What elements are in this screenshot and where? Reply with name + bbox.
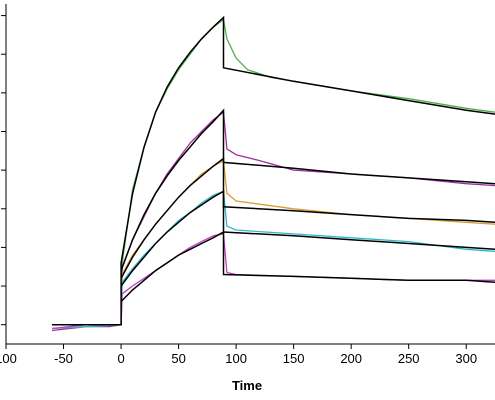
x-tick-label: 100 (225, 351, 247, 366)
x-tick-label: 200 (340, 351, 362, 366)
x-tick-label: 250 (398, 351, 420, 366)
x-axis-title: Time (232, 378, 262, 393)
x-tick-label: -50 (54, 351, 73, 366)
x-tick-label: 50 (171, 351, 185, 366)
fit-line-2 (120, 108, 495, 271)
plot-area (51, 15, 495, 332)
fit-line-3 (120, 157, 495, 279)
y-axis (1, 4, 7, 344)
x-tick-label: 100 (0, 351, 17, 366)
series-line-1 (52, 18, 495, 326)
x-tick-label: 0 (117, 351, 124, 366)
fit-line-4 (120, 190, 495, 287)
fit-line-1 (52, 15, 495, 326)
x-tick-label: 150 (283, 351, 305, 366)
x-axis: 100 -50 0 50 100 150 200 250 300 (0, 343, 495, 366)
fit-line-5 (120, 230, 495, 303)
x-tick-label: 300 (455, 351, 477, 366)
series-line-5 (51, 233, 495, 330)
series-line-4 (51, 190, 495, 330)
series-line-2 (51, 111, 495, 332)
